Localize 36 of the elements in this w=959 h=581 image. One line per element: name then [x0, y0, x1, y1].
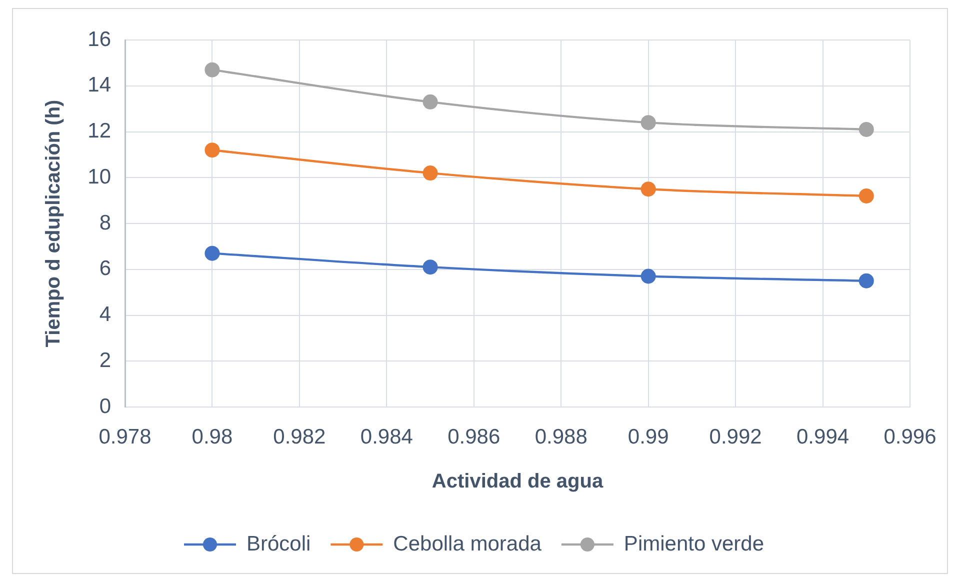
legend-label: Brócoli [246, 532, 311, 556]
y-axis-title: Tiempo d eduplicación (h) [42, 100, 65, 348]
y-tick-label: 0 [99, 394, 111, 418]
point [640, 115, 656, 130]
point [858, 273, 874, 288]
x-tick-label: 0.98 [192, 425, 233, 448]
x-tick-label: 0.992 [709, 425, 762, 448]
point [858, 188, 874, 204]
legend-label: Cebolla morada [393, 532, 542, 556]
x-tick-label: 0.978 [98, 425, 152, 448]
point [204, 142, 220, 158]
point [640, 268, 656, 284]
x-tick-label: 0.988 [534, 425, 588, 448]
y-tick-label: 4 [99, 303, 112, 326]
y-tick-label: 2 [99, 348, 111, 372]
y-tick-label: 12 [88, 120, 111, 143]
point [858, 122, 874, 137]
y-tick-label: 14 [88, 74, 112, 97]
point [422, 260, 438, 275]
point [422, 94, 438, 110]
x-tick-label: 0.994 [796, 425, 850, 448]
x-axis-title: Actividad de agua [432, 470, 604, 493]
x-tick-label: 0.986 [448, 425, 500, 448]
x-tick-label: 0.984 [360, 425, 414, 448]
point [640, 182, 656, 197]
y-tick-label: 6 [99, 257, 111, 280]
x-tick-label: 0.99 [628, 425, 669, 448]
x-tick-label: 0.996 [884, 425, 936, 448]
point [204, 62, 220, 78]
legend-label: Pimiento verde [624, 532, 764, 556]
point [422, 166, 438, 181]
x-tick-label: 0.982 [273, 425, 326, 448]
y-tick-label: 16 [88, 28, 111, 51]
y-tick-label: 10 [88, 165, 111, 188]
y-tick-label: 8 [99, 211, 111, 234]
point [204, 246, 220, 261]
